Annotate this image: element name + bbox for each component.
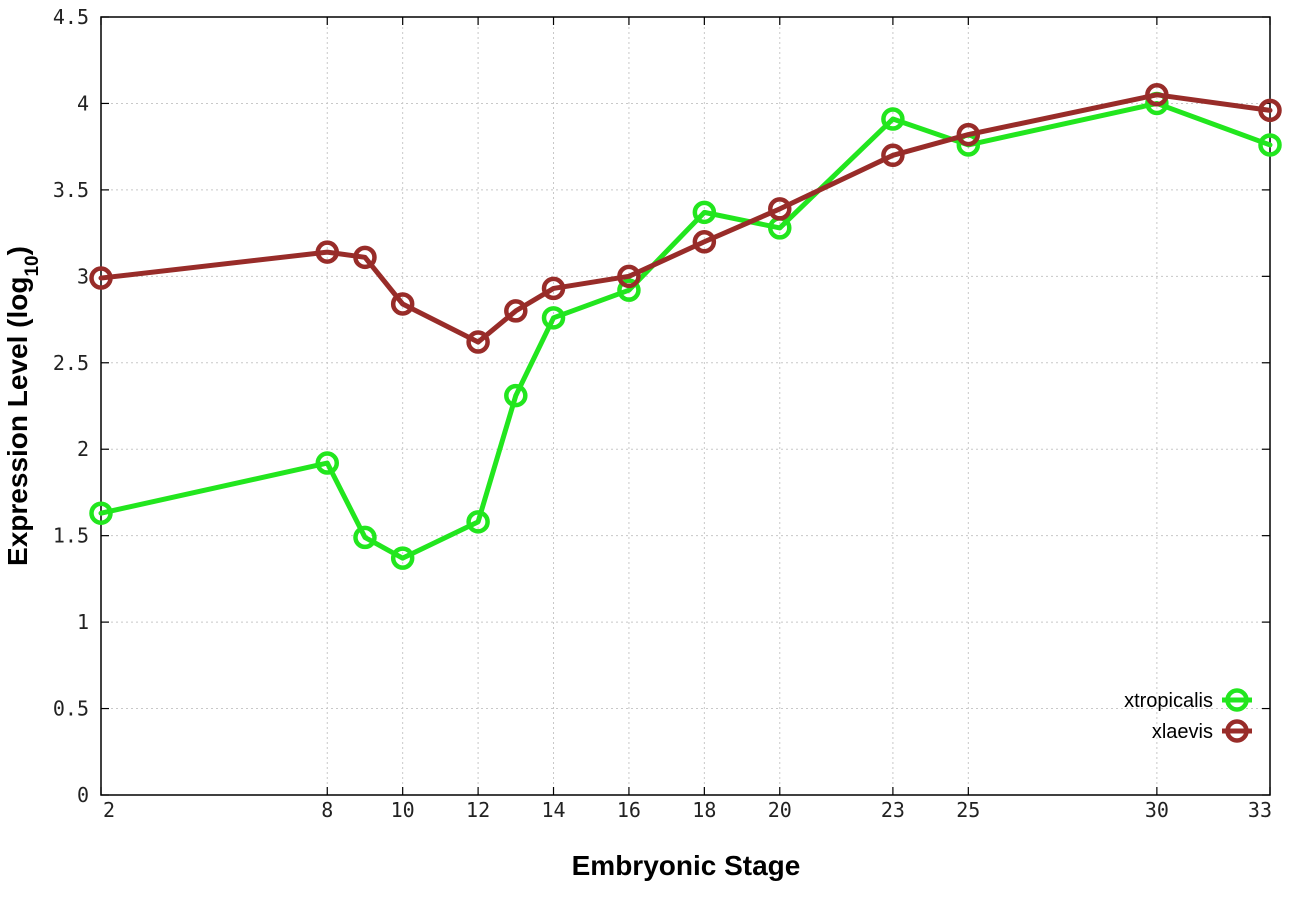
x-tick-label: 25	[956, 798, 980, 822]
data-point	[1145, 83, 1169, 107]
series-layer	[89, 83, 1282, 570]
data-point	[956, 122, 981, 147]
legend-label: xtropicalis	[1124, 690, 1213, 712]
data-point	[692, 200, 717, 225]
y-tick-label: 0.5	[53, 697, 89, 721]
x-tick-label: 18	[692, 798, 716, 822]
x-tick-label: 2	[103, 798, 115, 822]
data-point	[617, 264, 641, 289]
data-point	[881, 143, 905, 168]
y-tick-label: 4	[77, 91, 89, 115]
data-point	[881, 107, 905, 131]
x-tick-label: 14	[541, 798, 565, 822]
y-tick-label: 3.5	[53, 178, 89, 202]
y-tick-label: 0	[77, 783, 89, 807]
x-tick-label: 20	[768, 798, 792, 822]
legend-marker	[1225, 719, 1249, 743]
data-point	[1258, 98, 1282, 123]
data-point	[617, 278, 641, 302]
y-axis-title-main: Expression Level (log	[2, 277, 33, 566]
legend: xtropicalis xlaevis	[1124, 688, 1252, 743]
data-point	[1258, 133, 1282, 157]
data-point	[466, 510, 490, 534]
x-tick-label: 33	[1248, 798, 1272, 822]
x-tick-label: 10	[391, 798, 415, 822]
data-point	[541, 306, 566, 330]
data-point	[390, 292, 415, 316]
series-xlaevis	[89, 83, 1282, 354]
data-point	[315, 240, 340, 264]
data-point	[353, 245, 377, 270]
y-axis-title-close: )	[2, 246, 33, 255]
data-point	[504, 299, 528, 323]
legend-label: xlaevis	[1152, 721, 1213, 743]
x-axis-title: Embryonic Stage	[572, 850, 801, 881]
tick-layer: 0 0.5 1 1.5 2 2.5 3 3.5 4 4.5 2 8 10 12 14 16 18 20 23 25 30…	[53, 5, 1272, 822]
data-point	[541, 276, 566, 301]
data-point	[768, 216, 792, 240]
y-axis-title-subscript: 10	[22, 255, 43, 276]
data-point	[768, 197, 792, 221]
data-point	[89, 501, 113, 525]
series-line	[98, 92, 1273, 345]
x-tick-label: 16	[617, 798, 641, 822]
series-xtropicalis	[89, 91, 1282, 570]
data-point	[390, 546, 415, 570]
x-tick-label: 8	[321, 798, 333, 822]
y-tick-label: 2	[77, 437, 89, 461]
y-tick-label: 1	[77, 610, 89, 634]
data-point	[315, 451, 340, 475]
x-tick-label: 12	[466, 798, 490, 822]
y-axis-title: Expression Level (log10)	[2, 246, 43, 566]
y-tick-label: 2.5	[53, 351, 89, 375]
x-tick-label: 23	[881, 798, 905, 822]
x-tick-label: 30	[1145, 798, 1169, 822]
data-point	[466, 330, 490, 354]
plot-frame	[100, 16, 1271, 796]
y-tick-label: 1.5	[53, 524, 89, 548]
grid-layer	[101, 17, 1270, 795]
y-tick-label: 3	[77, 264, 89, 288]
data-point	[692, 230, 717, 254]
y-tick-label: 4.5	[53, 5, 89, 29]
data-point	[504, 383, 528, 408]
data-point	[353, 525, 377, 550]
legend-marker	[1225, 688, 1249, 712]
data-point	[89, 266, 113, 290]
series-line	[98, 100, 1273, 561]
